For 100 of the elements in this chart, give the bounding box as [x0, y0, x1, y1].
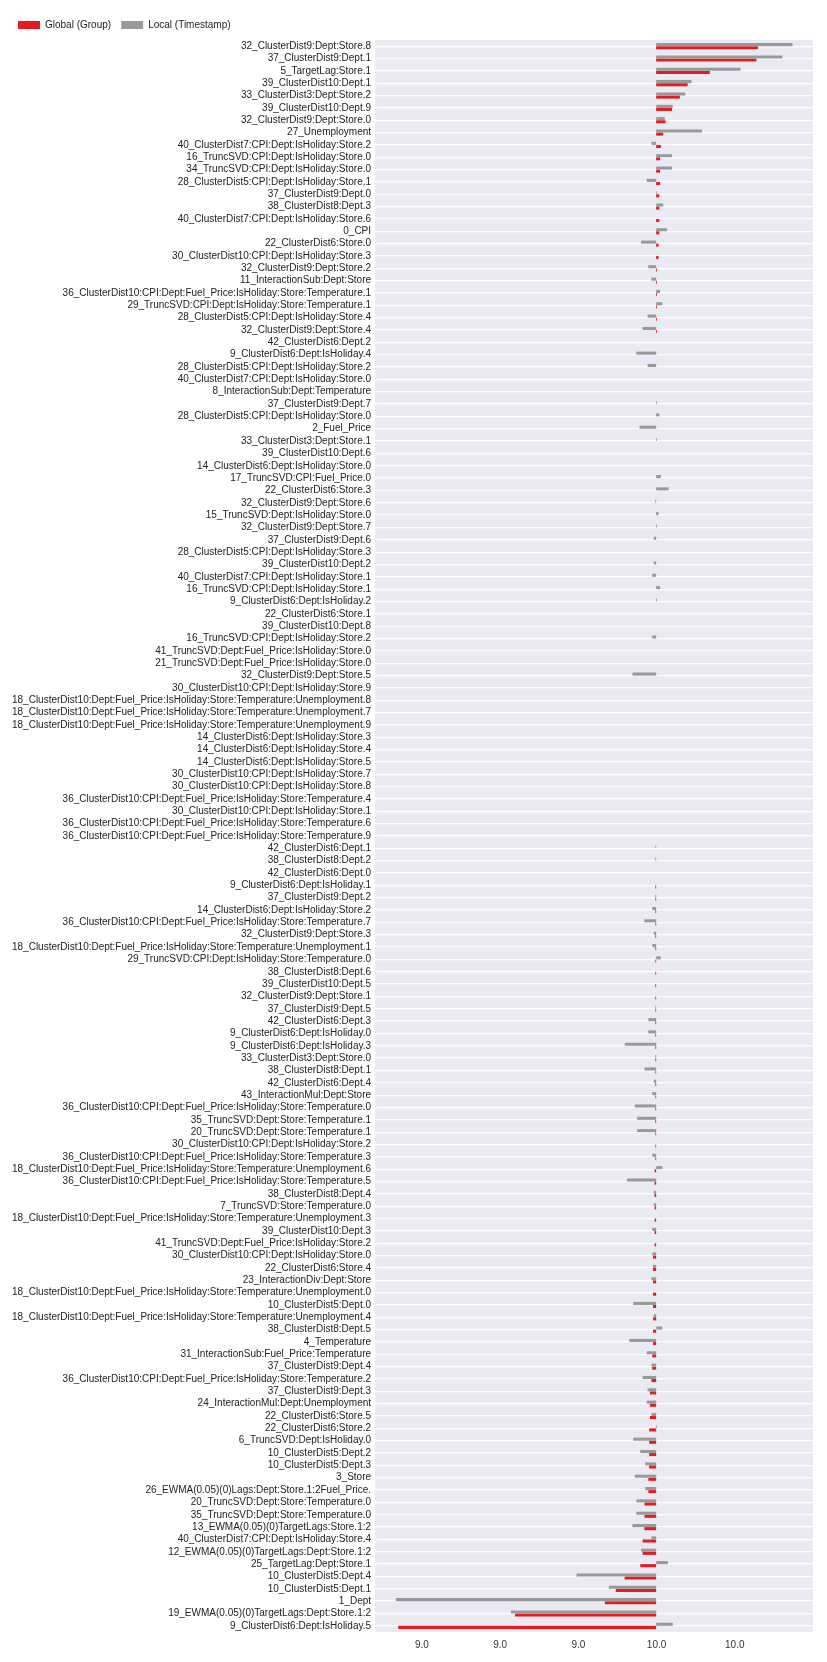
bar	[634, 1474, 657, 1478]
bar	[656, 181, 661, 186]
bar	[656, 154, 673, 158]
y-tick-label: 24_InteractionMul:Dept:Unemployment	[197, 1397, 372, 1409]
y-tick-label: 9_ClusterDist6:Dept:IsHoliday.3	[230, 1039, 372, 1051]
y-tick-label: 16_TruncSVD:CPI:Dept:IsHoliday:Store.1	[186, 582, 372, 594]
text: 9.0	[493, 1638, 508, 1650]
bar	[656, 144, 661, 148]
bar	[656, 55, 783, 59]
y-tick-label: 40_ClusterDist7:CPI:Dept:IsHoliday:Store.0	[177, 373, 372, 385]
bar	[656, 1561, 668, 1565]
y-tick-label: 10_ClusterDist5:Dept.3	[267, 1459, 372, 1471]
bar	[395, 1598, 657, 1602]
y-tick-label: 22_ClusterDist6:Store.1	[264, 607, 372, 619]
y-tick-label: 35_TruncSVD:Dept:Store:Temperature.1	[190, 1113, 372, 1125]
y-tick-label: 37_ClusterDist9:Dept.6	[267, 533, 372, 545]
bar	[652, 573, 657, 577]
y-tick-label: 22_ClusterDist6:Store.3	[264, 484, 372, 496]
y-tick-label: 5_TargetLag:Store.1	[280, 64, 372, 76]
y-tick-label: 26_EWMA(0.05)(0)Lags:Dept:Store.1:2Fuel_Price.	[145, 1483, 372, 1495]
bar	[644, 1067, 657, 1071]
y-tick-label: 39_ClusterDist10:Dept.8	[262, 619, 372, 631]
y-tick-label: 18_ClusterDist10:Dept:Fuel_Price:IsHoliday:Store:Temperature:Unemployment.3	[11, 1212, 372, 1224]
bar	[632, 1524, 657, 1528]
bar	[656, 80, 692, 84]
bar	[645, 1486, 657, 1491]
bar	[656, 92, 686, 96]
bar	[656, 169, 661, 173]
text: 10.0	[725, 1638, 745, 1650]
y-tick-label: 31_InteractionSub:Fuel_Price:Temperature	[180, 1348, 372, 1360]
y-tick-label: 28_ClusterDist5:CPI:Dept:IsHoliday:Store.0	[177, 410, 372, 422]
y-tick-label: 30_ClusterDist10:CPI:Dept:IsHoliday:Store.3	[172, 249, 372, 261]
bar	[649, 1465, 657, 1469]
bar	[656, 166, 673, 170]
bar	[649, 1453, 657, 1457]
y-tick-label: 30_ClusterDist10:CPI:Dept:IsHoliday:Store.2	[172, 1138, 372, 1150]
text: 10.0	[646, 1638, 667, 1650]
y-tick-label: 40_ClusterDist7:CPI:Dept:IsHoliday:Store.6	[177, 212, 372, 224]
bar	[604, 1601, 657, 1605]
bar	[656, 95, 680, 99]
bar	[646, 1351, 657, 1355]
y-tick-label: 36_ClusterDist10:CPI:Dept:Fuel_Price:IsHoliday:Store:Temperature.6	[62, 817, 372, 829]
bar	[576, 1573, 657, 1577]
y-tick-label: 39_ClusterDist10:Dept.6	[262, 447, 372, 459]
y-tick-label: 14_ClusterDist6:Dept:IsHoliday:Store.3	[197, 731, 372, 743]
y-tick-label: 36_ClusterDist10:CPI:Dept:Fuel_Price:IsHoliday:Store:Temperature.7	[62, 916, 372, 928]
bar	[398, 1625, 657, 1629]
y-tick-label: 39_ClusterDist10:Dept.1	[262, 76, 372, 88]
bar	[656, 218, 660, 223]
bar	[648, 265, 657, 269]
y-tick-label: 33_ClusterDist3:Dept:Store.2	[240, 89, 372, 101]
y-tick-label: 10_ClusterDist5:Dept.2	[267, 1446, 372, 1458]
y-tick-label: 37_ClusterDist9:Dept.1	[267, 52, 372, 64]
bar	[642, 1539, 657, 1543]
bar	[656, 475, 661, 479]
y-tick-label: 41_TruncSVD:Dept:Fuel_Price:IsHoliday:Store.2	[155, 1237, 372, 1249]
y-tick-label: 32_ClusterDist9:Dept:Store.8	[240, 39, 372, 51]
y-tick-label: 9_ClusterDist6:Dept:IsHoliday.4	[230, 348, 372, 360]
y-tick-label: 36_ClusterDist10:CPI:Dept:Fuel_Price:IsHoliday:Store:Temperature.3	[62, 1150, 372, 1162]
bar	[651, 141, 657, 145]
y-tick-label: 3_Store	[336, 1471, 372, 1483]
bar	[627, 1178, 657, 1182]
bar	[634, 1104, 657, 1108]
y-tick-label: 14_ClusterDist6:Dept:IsHoliday:Store.5	[197, 755, 372, 767]
bar	[615, 1588, 657, 1592]
y-tick-label: 19_EWMA(0.05)(0)TargetLags:Dept:Store.1:2	[168, 1607, 372, 1619]
y-tick-label: 38_ClusterDist8:Dept.2	[267, 854, 372, 866]
y-tick-label: 39_ClusterDist10:Dept.9	[262, 101, 372, 113]
y-tick-label: 14_ClusterDist6:Dept:IsHoliday:Store.4	[197, 743, 372, 755]
y-tick-label: 32_ClusterDist9:Dept:Store.1	[240, 990, 372, 1002]
bar	[656, 1166, 663, 1170]
bar	[656, 302, 663, 306]
y-tick-label: 22_ClusterDist6:Store.2	[264, 1422, 372, 1434]
y-tick-label: 37_ClusterDist9:Dept.0	[267, 188, 372, 200]
bar	[642, 326, 657, 331]
bar	[644, 1502, 657, 1506]
bar	[653, 1267, 657, 1272]
y-tick-label: 38_ClusterDist8:Dept.1	[267, 1064, 372, 1076]
y-tick-label: 30_ClusterDist10:CPI:Dept:IsHoliday:Store.0	[172, 1249, 372, 1261]
y-tick-label: 14_ClusterDist6:Dept:IsHoliday:Store.0	[197, 459, 372, 471]
bar	[636, 1511, 657, 1515]
bar	[649, 1428, 657, 1432]
y-tick-label: 36_ClusterDist10:CPI:Dept:Fuel_Price:IsHoliday:Store:Temperature.2	[62, 1372, 372, 1384]
y-tick-label: 36_ClusterDist10:CPI:Dept:Fuel_Price:IsHoliday:Store:Temperature.0	[62, 1101, 372, 1113]
y-tick-label: 14_ClusterDist6:Dept:IsHoliday:Store.2	[197, 903, 372, 915]
bar	[656, 1622, 673, 1626]
bar	[656, 586, 661, 590]
bar	[656, 228, 668, 232]
y-tick-label: 28_ClusterDist5:CPI:Dept:IsHoliday:Store.3	[177, 545, 372, 557]
y-tick-label: 9_ClusterDist6:Dept:IsHoliday.2	[230, 595, 372, 607]
bar	[652, 943, 657, 948]
y-tick-label: 18_ClusterDist10:Dept:Fuel_Price:IsHoliday:Store:Temperature:Unemployment.0	[11, 1286, 372, 1298]
y-tick-label: 32_ClusterDist9:Dept:Store.6	[240, 496, 372, 508]
bar	[652, 635, 657, 639]
bar	[651, 1379, 657, 1383]
bar	[656, 43, 793, 47]
bar	[651, 1412, 657, 1417]
bar	[648, 1477, 657, 1481]
bar	[644, 1514, 657, 1518]
y-tick-label: 32_ClusterDist9:Dept:Store.5	[240, 669, 372, 681]
